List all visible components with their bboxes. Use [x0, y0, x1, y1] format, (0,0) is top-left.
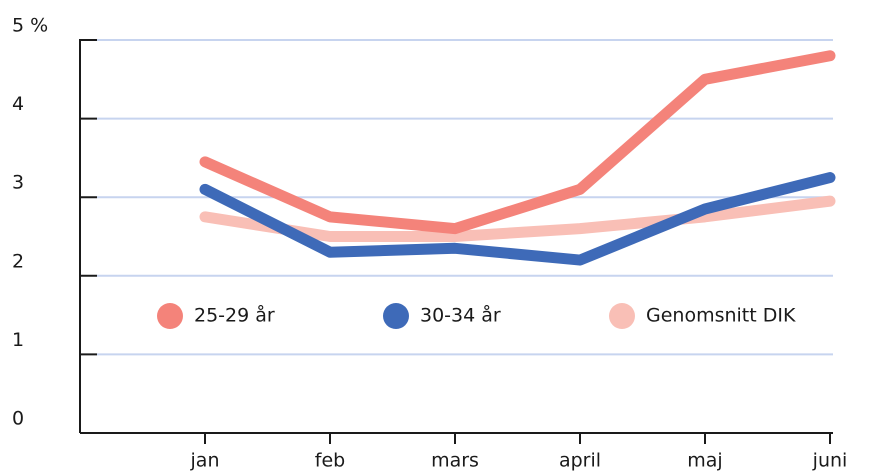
legend-marker: [609, 303, 635, 329]
y-tick-label: 4: [12, 93, 24, 115]
y-tick-label: 0: [12, 408, 24, 430]
y-tick-label: 3: [12, 172, 24, 194]
series-line: [199, 195, 836, 242]
x-tick-label: jan: [190, 450, 220, 472]
legend-marker: [383, 303, 409, 329]
x-tick-label: feb: [315, 450, 345, 472]
legend-marker: [157, 303, 183, 329]
legend-label: 30-34 år: [420, 304, 501, 327]
y-tick-label: 1: [12, 329, 24, 351]
series-line: [199, 172, 836, 266]
series-line: [199, 50, 836, 235]
x-tick-label: maj: [687, 450, 722, 472]
x-tick-label: april: [559, 450, 601, 472]
legend-label: Genomsnitt DIK: [646, 305, 796, 327]
x-tick-label: mars: [431, 450, 479, 472]
legend-label: 25-29 år: [194, 304, 275, 327]
y-tick-label: 5 %: [12, 15, 48, 37]
y-tick-label: 2: [12, 250, 24, 272]
x-tick-label: juni: [812, 450, 848, 472]
